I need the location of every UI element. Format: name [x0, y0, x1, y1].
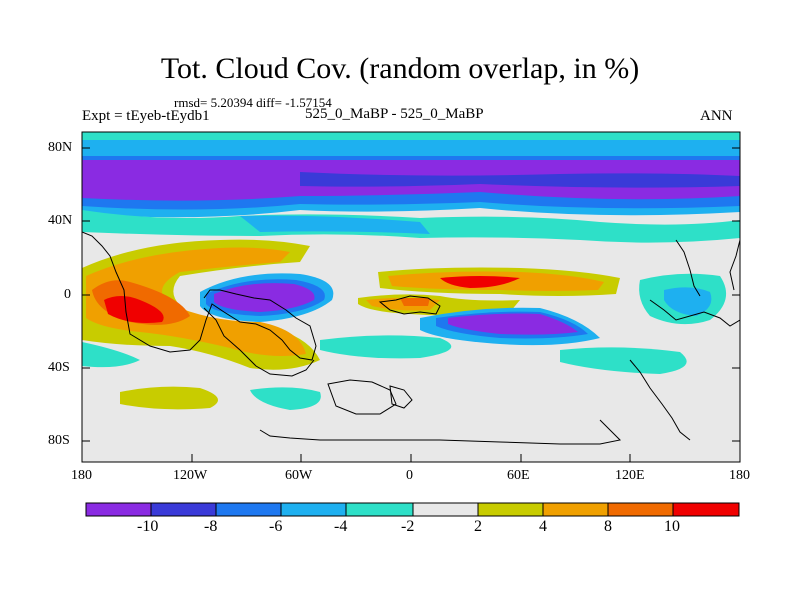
antarctic-island-outline [327, 379, 397, 415]
band-south [82, 440, 740, 462]
colorbar-swatch-3 [280, 502, 347, 517]
colorbar-swatch-4 [345, 502, 414, 517]
teal-patch-south [250, 387, 321, 410]
teal-patch-south-central [320, 335, 452, 359]
colorbar-label-7: 8 [604, 518, 612, 535]
lon-tick-120e: 120E [615, 468, 645, 483]
lat-tick-80n: 80N [48, 140, 73, 155]
colorbar-swatch-7 [542, 502, 609, 517]
colorbar-label-5: 2 [474, 518, 482, 535]
asia-north-outline [675, 239, 701, 297]
season-label: ANN [700, 108, 733, 124]
lon-tick-180w: 180 [71, 468, 92, 483]
stats-line: rmsd= 5.20394 diff= -1.57154 [174, 95, 332, 110]
lon-tick-180e: 180 [729, 468, 750, 483]
neg-blob-east-violet [448, 313, 578, 335]
teal-patch-south-east [560, 347, 687, 374]
colorbar-label-0: -10 [137, 518, 159, 535]
colorbar-label-1: -8 [204, 518, 218, 535]
warm-red-west [104, 296, 164, 323]
lat-tick-40n: 40N [48, 213, 73, 228]
lon-tick-60w: 60W [285, 468, 313, 483]
lon-tick-marks [81, 454, 741, 462]
midlat-north-cyan [240, 215, 430, 234]
lat-tick-marks [82, 147, 740, 442]
band-dark-blue [300, 172, 740, 188]
yellow-patch-south [120, 386, 218, 410]
colorbar-label-8: 10 [664, 518, 680, 535]
pacific-east-outline [729, 239, 740, 291]
asia-east-outline [649, 299, 740, 327]
teal-patch-southwest [82, 342, 140, 368]
colorbar-label-2: -6 [269, 518, 283, 535]
continent-outlines [82, 231, 740, 445]
antarctica-outline [259, 419, 622, 445]
colorbar-label-3: -4 [334, 518, 348, 535]
africa-north-outline [378, 295, 441, 315]
colorbar-swatch-6 [477, 502, 544, 517]
lon-tick-0: 0 [406, 468, 413, 483]
warm-darkorange-central [400, 298, 430, 306]
colorbar-label-6: 4 [539, 518, 547, 535]
colorbar-swatch-1 [150, 502, 217, 517]
americas-outline [82, 231, 317, 361]
colorbar-swatch-0 [85, 502, 152, 517]
lat-tick-40s: 40S [48, 360, 70, 375]
map-fill [82, 132, 740, 462]
south-america-outline [203, 307, 315, 377]
warm-orange-west [86, 247, 306, 356]
lon-tick-60e: 60E [507, 468, 530, 483]
lat-tick-0: 0 [64, 287, 71, 302]
colorbar [85, 502, 740, 517]
colorbar-swatch-5 [412, 502, 479, 517]
lon-tick-120w: 120W [173, 468, 208, 483]
colorbar-swatch-9 [672, 502, 740, 517]
lat-tick-80s: 80S [48, 433, 70, 448]
colorbar-label-4: -2 [401, 518, 415, 535]
chart-title: Tot. Cloud Cov. (random overlap, in %) [160, 52, 640, 85]
case-label: 525_0_MaBP - 525_0_MaBP [305, 106, 484, 122]
colorbar-swatch-8 [607, 502, 674, 517]
experiment-label: Expt = tEyeb-tEydb1 [82, 108, 210, 124]
asia-south-outline [629, 359, 691, 441]
island-outline [389, 385, 413, 409]
colorbar-swatch-2 [215, 502, 282, 517]
warm-red-east [440, 276, 520, 288]
neg-blob-west-violet [214, 283, 315, 312]
